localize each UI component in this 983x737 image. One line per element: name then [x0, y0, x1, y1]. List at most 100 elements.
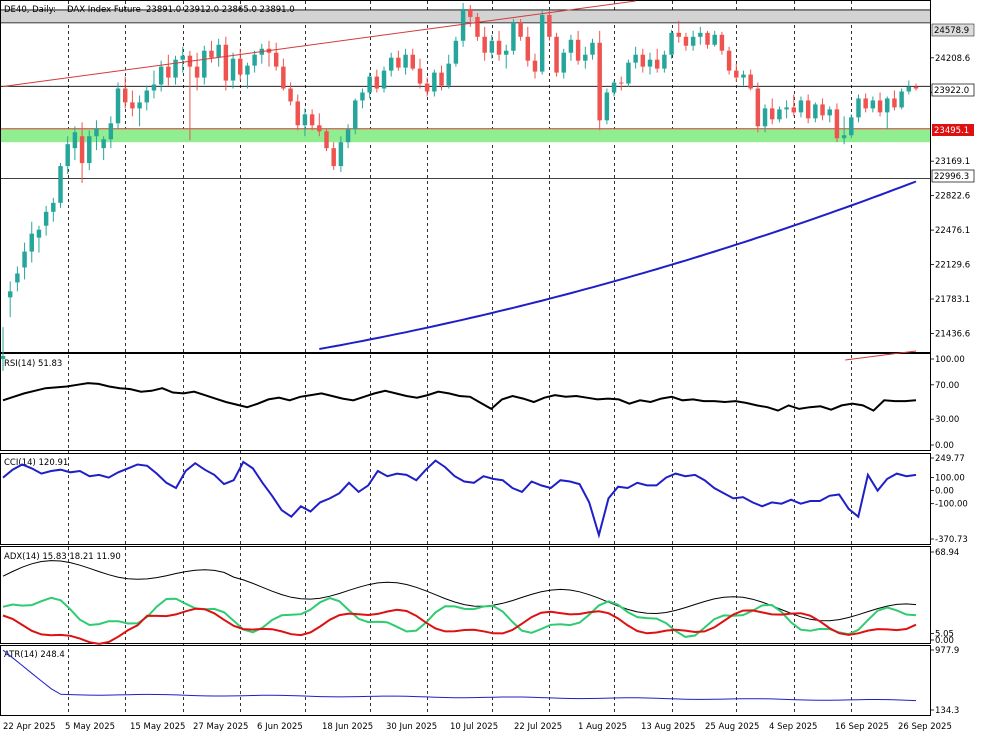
bullish-candle: [144, 90, 150, 103]
atr-label: ATR(14) 248.4: [4, 650, 65, 660]
bearish-candle: [726, 50, 732, 71]
date-label: 22 Jul 2025: [514, 722, 562, 732]
rsi-axis-ticks: 100.00 70.00 30.00 0.00: [930, 355, 965, 451]
atr-axis-ticks: 977.9 134.3: [930, 646, 959, 716]
bullish-candle: [36, 229, 42, 238]
bullish-candle: [101, 139, 106, 149]
bearish-candle: [122, 88, 128, 103]
bearish-candle: [734, 70, 739, 78]
bearish-candle: [640, 54, 646, 67]
bearish-candle: [820, 104, 825, 116]
date-label: 10 Jul 2025: [450, 722, 498, 732]
bearish-candle: [417, 68, 423, 84]
support-price-tag: 23495.1: [932, 124, 974, 136]
date-label: 25 Aug 2025: [705, 722, 759, 732]
current-price-text: 23922.0: [934, 86, 969, 96]
bullish-candle: [899, 91, 904, 108]
cci-axis-ticks: 249.77 100.00 0.00 -100.00 -370.73: [930, 454, 968, 545]
bullish-candle: [22, 251, 27, 268]
bearish-candle: [79, 136, 85, 164]
bearish-candle: [683, 36, 689, 46]
bearish-candle: [748, 74, 753, 89]
adx-panel-frame: [0, 546, 931, 644]
date-label: 30 Jun 2025: [386, 722, 437, 732]
bullish-candle: [353, 100, 358, 130]
bearish-candle: [130, 102, 135, 109]
bullish-candle: [180, 55, 185, 60]
price-tick-label: 22476.1: [935, 226, 970, 236]
cci-tick-label: 100.00: [935, 474, 965, 484]
bearish-candle: [209, 50, 214, 58]
bullish-candle: [626, 62, 631, 84]
bullish-candle: [137, 102, 142, 109]
bullish-candle: [87, 136, 92, 164]
bearish-candle: [532, 60, 538, 72]
bearish-candle: [410, 54, 416, 69]
bearish-candle: [166, 66, 171, 78]
bearish-candle: [295, 101, 300, 126]
bullish-candle: [690, 36, 696, 46]
rsi-label: RSI(14) 51.83: [4, 359, 62, 369]
date-label: 5 May 2025: [65, 722, 115, 732]
bearish-candle: [719, 34, 725, 51]
bearish-candle: [223, 44, 229, 81]
resistance-price-text: 24578.9: [934, 26, 969, 36]
bearish-candle: [913, 86, 919, 89]
bullish-candle: [58, 166, 63, 203]
adx-tick-label: 5.05: [935, 630, 954, 640]
bearish-candle: [331, 148, 336, 167]
upper-trendline[interactable]: [2, 0, 636, 88]
atr-line: [2, 649, 917, 702]
bearish-candle: [238, 58, 243, 75]
cci-tick-label: -100.00: [935, 500, 968, 510]
bearish-candle: [482, 36, 487, 53]
bearish-candle: [597, 42, 602, 121]
bearish-candle: [525, 36, 531, 61]
cci-tick-label: 0.00: [935, 487, 954, 497]
bearish-candle: [496, 40, 502, 55]
adx-minus-di-line: [2, 607, 917, 645]
bearish-candle: [324, 131, 329, 149]
bullish-candle: [906, 86, 912, 92]
bearish-candle: [705, 32, 710, 45]
bearish-candle: [877, 100, 883, 113]
bearish-candle: [769, 108, 775, 120]
instrument-name: DAX Index Future: [67, 5, 141, 15]
price-tick-label: 22822.6: [935, 192, 970, 202]
bullish-candle: [777, 109, 782, 120]
bullish-candle: [0, 355, 6, 359]
bullish-candle: [115, 88, 121, 124]
cci-label: CCI(14) 120.91: [4, 458, 68, 468]
bearish-candle: [863, 98, 868, 109]
date-label: 1 Aug 2025: [578, 722, 627, 732]
price-tick-label: 21436.6: [935, 329, 970, 339]
bearish-candle: [791, 107, 797, 113]
price-tick-label: 21783.1: [935, 295, 970, 305]
bullish-candle: [511, 22, 516, 51]
candlesticks: [0, 2, 919, 371]
bearish-candle: [439, 72, 444, 86]
bullish-candle: [827, 109, 832, 116]
bullish-candle: [849, 117, 854, 136]
bullish-candle: [561, 52, 566, 73]
price-zones: [1, 9, 930, 143]
bullish-candle: [712, 34, 717, 45]
bullish-candle: [302, 114, 308, 126]
bullish-candle: [252, 54, 257, 66]
bullish-candle: [798, 100, 804, 113]
bearish-candle: [518, 22, 523, 37]
bullish-candle: [741, 74, 746, 78]
lower-trendline[interactable]: [845, 350, 917, 361]
cci-line: [2, 459, 917, 539]
bullish-candle: [568, 39, 574, 53]
price-tick-label: 22129.6: [935, 261, 970, 271]
bullish-candle: [202, 50, 207, 78]
cci-panel-frame: [0, 453, 931, 545]
bullish-candle: [360, 92, 365, 101]
bullish-candle: [841, 135, 847, 139]
main-panel-frame: [0, 0, 931, 353]
ohlc-readout: 23891.0 23912.0 23865.0 23891.0: [146, 5, 295, 15]
bullish-candle: [7, 291, 13, 298]
bullish-candle: [633, 54, 638, 63]
